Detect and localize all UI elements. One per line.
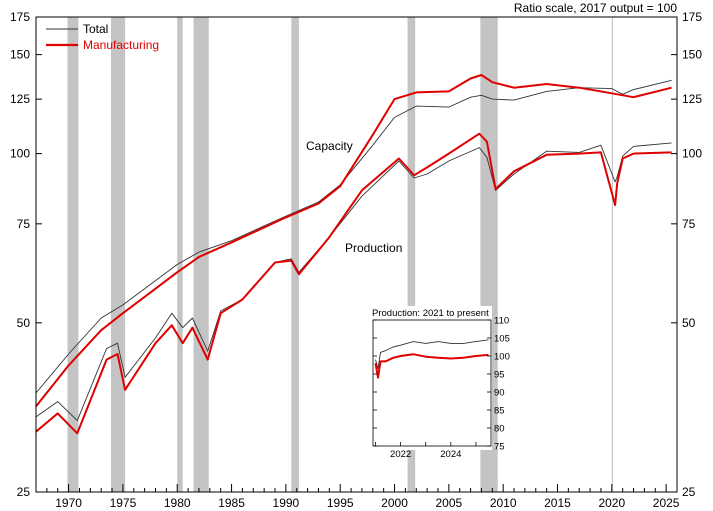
x-tick-label-2025: 2025 [653,496,680,510]
inset-y-tick-label-90: 90 [494,388,505,399]
series-line-total-production [35,142,672,422]
x-tick-label-2010: 2010 [490,496,517,510]
recession-band-2 [177,17,183,492]
legend: Total Manufacturing [46,22,159,52]
inset-series-lines [374,339,489,379]
recession-bands [67,17,613,492]
inset-background [370,306,492,450]
y-tick-label-left-150: 150 [10,48,30,62]
y-tick-label-left-125: 125 [10,92,30,106]
inset-axes: 75 80 85 90 95 100 105 110 2022 2024 [373,316,510,460]
recession-band-1 [110,17,126,492]
x-tick-label-1990: 1990 [273,496,300,510]
recession-band-3 [193,17,209,492]
inset-y-tick-label-80: 80 [494,424,505,435]
legend-label-total: Total [83,22,108,36]
inset-frame [372,319,492,447]
capacity-annotation: Capacity [306,139,353,153]
x-tick-label-1995: 1995 [327,496,354,510]
axes: 25 25 50 50 75 75 100 100 125 125 150 150 175 175 1970… [10,10,702,510]
inset-y-tick-label-105: 105 [494,334,510,345]
legend-label-manufacturing: Manufacturing [83,38,159,52]
inset-y-tick-label-100: 100 [494,352,510,363]
inset-series-line-total [375,339,489,370]
inset-series-line-manufacturing [374,353,489,379]
y-tick-label-left-25: 25 [17,485,31,499]
y-tick-label-right-175: 175 [682,10,702,24]
production-annotation: Production [345,241,402,255]
x-tick-label-1975: 1975 [110,496,137,510]
y-tick-label-right-75: 75 [682,217,696,231]
x-tick-label-1970: 1970 [55,496,82,510]
main-series-lines [35,74,672,435]
y-tick-label-left-175: 175 [10,10,30,24]
y-tick-label-right-150: 150 [682,48,702,62]
x-tick-label-1980: 1980 [164,496,191,510]
y-tick-label-right-50: 50 [682,316,696,330]
series-line-manufacturing-production [35,132,672,435]
x-tick-label-2015: 2015 [544,496,571,510]
x-tick-label-1985: 1985 [218,496,245,510]
recession-band-0 [67,17,79,492]
series-line-manufacturing-capacity [35,74,672,408]
inset-y-tick-label-95: 95 [494,370,505,381]
y-tick-label-left-100: 100 [10,147,30,161]
y-tick-label-right-25: 25 [682,485,696,499]
inset-chart: Production: 2021 to present 75 80 85 90 95 10… [370,306,510,460]
y-tick-label-right-125: 125 [682,92,702,106]
x-tick-label-2000: 2000 [381,496,408,510]
x-tick-label-2020: 2020 [598,496,625,510]
inset-y-tick-label-75: 75 [494,442,505,453]
inset-y-tick-label-110: 110 [494,316,509,327]
recession-band-5 [407,17,416,492]
y-tick-label-right-100: 100 [682,147,702,161]
inset-title: Production: 2021 to present [372,308,489,319]
y-tick-label-left-50: 50 [17,316,31,330]
series-line-total-capacity [35,79,672,394]
scale-note: Ratio scale, 2017 output = 100 [514,1,677,15]
y-tick-label-left-75: 75 [17,217,31,231]
inset-x-tick-label-2024: 2024 [440,449,461,460]
recession-band-4 [291,17,299,492]
inset-x-tick-label-2022: 2022 [390,449,411,460]
inset-y-tick-label-85: 85 [494,406,505,417]
plot-frame [35,16,678,493]
x-tick-label-2005: 2005 [435,496,462,510]
